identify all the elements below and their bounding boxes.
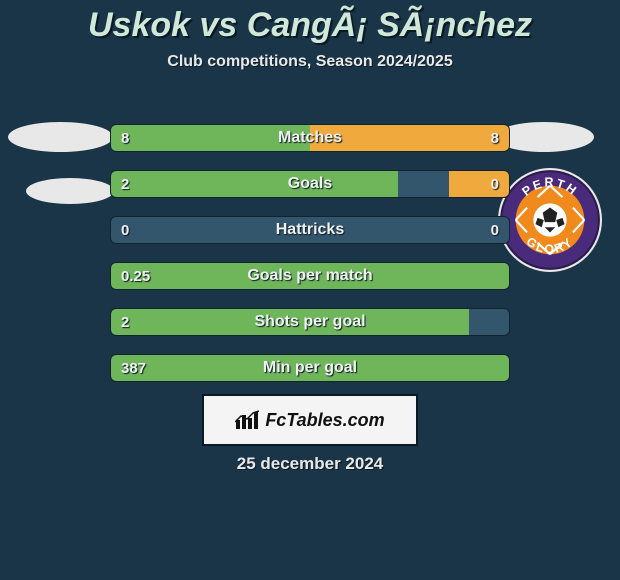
- stat-left-value: 0: [121, 217, 129, 243]
- stat-label: Hattricks: [111, 217, 509, 243]
- stat-row: 2Shots per goal: [110, 308, 510, 336]
- stat-left-value: 2: [121, 171, 129, 197]
- perth-glory-crest-icon: PERTH GLORY: [498, 168, 602, 272]
- stats-container: 88Matches20Goals00Hattricks0.25Goals per…: [110, 124, 510, 400]
- stat-right-value: 0: [491, 217, 499, 243]
- left-team-badge-2: [26, 178, 114, 204]
- stat-row: 88Matches: [110, 124, 510, 152]
- date-text: 25 december 2024: [0, 454, 620, 474]
- brand-chart-icon: [235, 410, 259, 430]
- stat-fill-left: [111, 263, 509, 289]
- page-title: Uskok vs CangÃ¡ SÃ¡nchez: [0, 0, 620, 45]
- stat-right-value: 0: [491, 171, 499, 197]
- brand-box: FcTables.com: [202, 394, 418, 446]
- stat-left-value: 0.25: [121, 263, 150, 289]
- stat-fill-left: [111, 125, 310, 151]
- stat-left-value: 387: [121, 355, 146, 381]
- stat-left-value: 2: [121, 309, 129, 335]
- stat-fill-left: [111, 309, 469, 335]
- stat-left-value: 8: [121, 125, 129, 151]
- brand-text: FcTables.com: [265, 410, 384, 431]
- page-subtitle: Club competitions, Season 2024/2025: [0, 53, 620, 71]
- stat-row: 20Goals: [110, 170, 510, 198]
- stat-row: 0 0Hattricks: [110, 216, 510, 244]
- stat-fill-left: [111, 171, 398, 197]
- stat-fill-right: [449, 171, 509, 197]
- stat-row: 0.25Goals per match: [110, 262, 510, 290]
- stat-fill-right: [310, 125, 509, 151]
- stat-row: 387Min per goal: [110, 354, 510, 382]
- right-team-badge-perth-glory: PERTH GLORY: [498, 168, 602, 272]
- stat-right-value: 8: [491, 125, 499, 151]
- left-team-badge-1: [8, 122, 113, 152]
- stat-fill-left: [111, 355, 509, 381]
